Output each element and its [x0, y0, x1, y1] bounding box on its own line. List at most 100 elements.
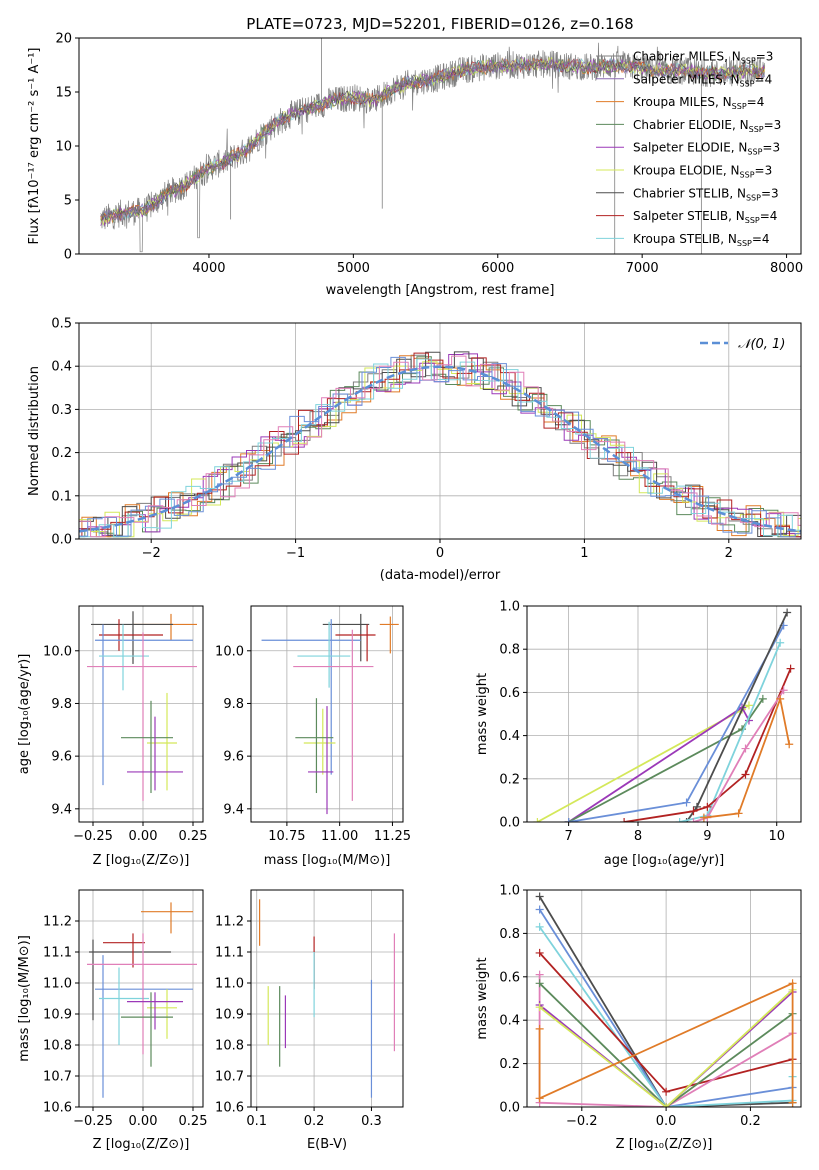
mass_weight_vs_age-xtick-label: 10	[768, 829, 785, 844]
mass_weight_vs_age-ytick-label: 0.6	[499, 686, 520, 701]
mass_vs_ebv-ytick-label: 11.1	[215, 946, 244, 961]
legend-entry-c_elodie: Chabrier ELODIE, NSSP=3	[633, 118, 781, 134]
mass_vs_ebv-xtick-label: 0.1	[246, 1114, 267, 1129]
mass_vs_ebv-xlabel: E(B-V)	[307, 1137, 347, 1152]
mass_weight_vs_age-series-blue	[568, 624, 785, 822]
histogram-c_elodie	[79, 356, 801, 538]
spectrum-xlabel: wavelength [Angstrom, rest frame]	[326, 283, 555, 298]
spectrum-xtick-label: 5000	[337, 261, 370, 276]
clip-mass_vs_Z-plot	[87, 902, 197, 1098]
residuals-ytick-label: 0.1	[51, 489, 72, 504]
legend-entry-s_miles: Salpeter MILES, NSSP=4	[633, 72, 772, 88]
mass_weight_vs_Z-marker-pink	[535, 970, 544, 979]
chart-title: PLATE=0723, MJD=52201, FIBERID=0126, z=0…	[246, 15, 633, 33]
legend-entry-s_elodie: Salpeter ELODIE, NSSP=3	[633, 141, 780, 157]
age_vs_mass-xtick-label: 11.00	[321, 829, 358, 844]
mass_weight_vs_age-marker-c_stelib	[783, 608, 792, 617]
clip-resid-plot	[79, 351, 801, 538]
spectrum-xtick-label: 8000	[770, 261, 803, 276]
mass_weight_vs_age-ytick-label: 0.0	[499, 816, 520, 831]
residuals-xtick-label: −1	[286, 546, 305, 561]
mass_weight_vs_Z-marker-k_miles	[535, 1094, 544, 1103]
mass_weight_vs_age-xlabel: age [log₁₀(age/yr)]	[604, 853, 725, 868]
mass_weight_vs_age-marker-k_miles	[785, 740, 794, 749]
mass_weight_vs_age-marker-s_stelib	[689, 807, 698, 816]
mass_weight_vs_Z-marker-s_stelib	[662, 1087, 671, 1096]
mass_vs_Z-xtick-label: 0.00	[129, 1114, 158, 1129]
age_vs_Z-ytick-label: 9.6	[51, 750, 72, 765]
mass_weight_vs_age-marker-blue	[564, 818, 573, 822]
age_vs_Z-ytick-label: 10.0	[43, 644, 72, 659]
mass_weight_vs_Z-ytick-label: 0.8	[499, 927, 520, 942]
mass_weight_vs_age-marker-pink	[741, 744, 750, 753]
age_vs_Z-ytick-label: 9.4	[51, 802, 72, 817]
mass_weight_vs_age-marker-k_miles	[699, 813, 708, 822]
spectrum-ytick-label: 15	[55, 86, 72, 101]
mass_weight_vs_Z-ytick-label: 0.2	[499, 1057, 520, 1072]
mass_weight_vs_age-marker-c_elodie	[758, 694, 767, 703]
mass_vs_Z-xtick-label: −0.25	[73, 1114, 113, 1129]
mass_weight_vs_age-marker-k_stelib	[675, 818, 684, 822]
clip-age_vs_mass-plot	[261, 613, 399, 815]
age_vs_mass-xtick-label: 11.25	[374, 829, 411, 844]
mass_weight_vs_Z-ytick-label: 1.0	[499, 884, 520, 899]
mass_weight_vs_Z-series-k_elodie	[539, 989, 794, 1107]
mass_vs_Z-xlabel: Z [log₁₀(Z/Z⊙)]	[93, 1137, 190, 1152]
mass_weight_vs_Z-xtick-label: −0.2	[566, 1114, 598, 1129]
age_vs_Z-xtick-label: 0.00	[129, 829, 158, 844]
mass_vs_ebv-ytick-label: 10.7	[215, 1070, 244, 1085]
mass_vs_ebv-ytick-label: 11.2	[215, 915, 244, 930]
age_vs_Z-xtick-label: 0.25	[179, 829, 208, 844]
mass_weight_vs_Z-marker-blue	[535, 905, 544, 914]
spectrum-ytick-label: 20	[55, 32, 72, 47]
residuals-ytick-label: 0.3	[51, 403, 72, 418]
age_vs_Z-frame	[78, 605, 204, 823]
age_vs_mass-ytick-label: 9.8	[223, 697, 244, 712]
legend-entry-k_miles: Kroupa MILES, NSSP=4	[633, 95, 764, 111]
clip-age_vs_Z-plot	[87, 611, 197, 801]
age_vs_Z-ytick-label: 9.8	[51, 697, 72, 712]
age_vs_mass-frame	[250, 605, 404, 823]
mass_vs_ebv-xtick-label: 0.3	[361, 1114, 382, 1129]
age_vs_Z-xlabel: Z [log₁₀(Z/Z⊙)]	[93, 853, 190, 868]
mass_weight_vs_age-marker-s_stelib	[620, 818, 629, 822]
residuals-xtick-label: 2	[725, 546, 733, 561]
residuals-xtick-label: 0	[436, 546, 444, 561]
age_vs_Z-ylabel: age [log₁₀(age/yr)]	[17, 654, 32, 775]
mass_weight_vs_Z-series-blue	[538, 909, 793, 1107]
mass_vs_Z-ytick-label: 10.9	[43, 1008, 72, 1023]
mass_weight_vs_Z-xtick-label: 0.2	[740, 1114, 761, 1129]
mass_weight_vs_age-frame	[526, 605, 802, 823]
mass_weight_vs_Z-frame	[526, 889, 802, 1108]
residuals-ytick-label: 0.2	[51, 446, 72, 461]
model-spectrum-k_elodie	[100, 57, 766, 226]
residuals-ylabel: Normed distribution	[27, 366, 42, 496]
mass_weight_vs_age-xtick-label: 8	[634, 829, 642, 844]
mass_weight_vs_Z-xtick-label: 0.0	[656, 1114, 677, 1129]
spectrum-ylabel: Flux [fλ10⁻¹⁷ erg cm⁻² s⁻¹ A⁻¹]	[27, 48, 42, 245]
mass_weight_vs_Z-marker-k_miles	[535, 1024, 544, 1033]
mass_weight_vs_Z-series-s_elodie	[539, 991, 794, 1107]
mass_weight_vs_age-marker-pink	[779, 686, 788, 695]
clip-mass_weight_vs_age-plot	[533, 608, 795, 822]
mass_weight_vs_age-marker-k_elodie	[744, 701, 753, 710]
residuals-ytick-label: 0.0	[51, 533, 72, 548]
residuals-xtick-label: −2	[142, 546, 161, 561]
mass_vs_ebv-ytick-label: 11.0	[215, 977, 244, 992]
spectrum-xtick-label: 6000	[481, 261, 514, 276]
residuals-ytick-label: 0.5	[51, 317, 72, 332]
mass_vs_Z-ytick-label: 10.6	[43, 1101, 72, 1116]
legend-entry-k_stelib: Kroupa STELIB, NSSP=4	[633, 232, 770, 248]
histogram-k_stelib	[79, 358, 801, 538]
mass_weight_vs_age-ytick-label: 0.8	[499, 643, 520, 658]
mass_vs_Z-ylabel: mass [log₁₀(M/M⊙)]	[17, 935, 32, 1062]
histogram-pink	[79, 355, 801, 538]
histogram-blue	[79, 356, 801, 538]
mass_weight_vs_age-series-k_miles	[703, 695, 791, 819]
mass_weight_vs_Z-marker-c_stelib	[535, 892, 544, 901]
mass_weight_vs_Z-marker-k_stelib	[535, 922, 544, 931]
legend-entry-c_stelib: Chabrier STELIB, NSSP=3	[633, 186, 779, 202]
mass_weight_vs_age-marker-blue	[682, 798, 691, 807]
mass_vs_ebv-xtick-label: 0.2	[304, 1114, 325, 1129]
